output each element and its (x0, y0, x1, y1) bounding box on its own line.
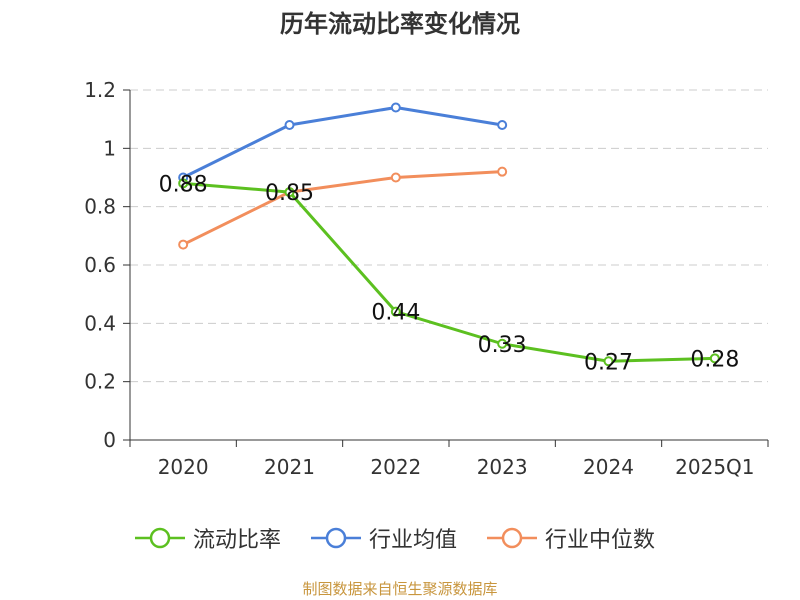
y-tick-label: 0.6 (84, 253, 116, 277)
x-tick-label: 2025Q1 (675, 455, 754, 479)
data-label: 0.85 (265, 181, 314, 206)
series-line (182, 106, 503, 179)
data-label: 0.44 (371, 301, 420, 326)
data-point (178, 178, 189, 189)
data-point (497, 338, 508, 349)
data-point (390, 306, 401, 317)
data-point (603, 356, 614, 367)
data-label: 0.28 (690, 347, 739, 372)
y-tick-label: 1 (103, 136, 116, 160)
y-tick-label: 0.2 (84, 370, 116, 394)
legend-label: 流动比率 (193, 528, 282, 553)
data-point (497, 166, 508, 177)
legend-item-industry-mean[interactable]: 行业均值 (311, 518, 457, 558)
chart-title: 历年流动比率变化情况 (280, 10, 520, 38)
legend-line-marker-icon (311, 527, 361, 549)
legend-label: 行业中位数 (545, 528, 656, 553)
y-tick-label: 0.4 (84, 311, 116, 335)
series-line (182, 170, 503, 246)
legend-line-marker-icon (135, 527, 185, 549)
legend-label: 行业均值 (369, 528, 458, 553)
data-point (178, 239, 189, 250)
data-point (709, 353, 720, 364)
x-tick-label: 2024 (583, 455, 634, 479)
data-label: 0.33 (478, 333, 527, 358)
data-point (390, 102, 401, 113)
data-label: 0.88 (159, 172, 208, 197)
data-point (390, 172, 401, 183)
series-line (183, 181, 715, 363)
x-tick-label: 2020 (158, 455, 209, 479)
legend-item-industry-median[interactable]: 行业中位数 (487, 518, 655, 558)
data-label: 0.27 (584, 350, 633, 375)
legend-item-current-ratio[interactable]: 流动比率 (135, 518, 281, 558)
y-tick-label: 0.8 (84, 195, 116, 219)
x-tick-label: 2023 (477, 455, 528, 479)
y-tick-label: 1.2 (84, 78, 116, 102)
x-tick-label: 2022 (370, 455, 421, 479)
x-tick-label: 2021 (264, 455, 315, 479)
data-point (284, 120, 295, 130)
legend: 流动比率 行业均值 行业中位数 (0, 518, 800, 558)
data-point (284, 187, 295, 198)
legend-line-marker-icon (487, 527, 537, 549)
data-point (497, 120, 508, 130)
source-note: 制图数据来自恒生聚源数据库 (302, 580, 498, 598)
y-tick-label: 0 (103, 428, 116, 452)
